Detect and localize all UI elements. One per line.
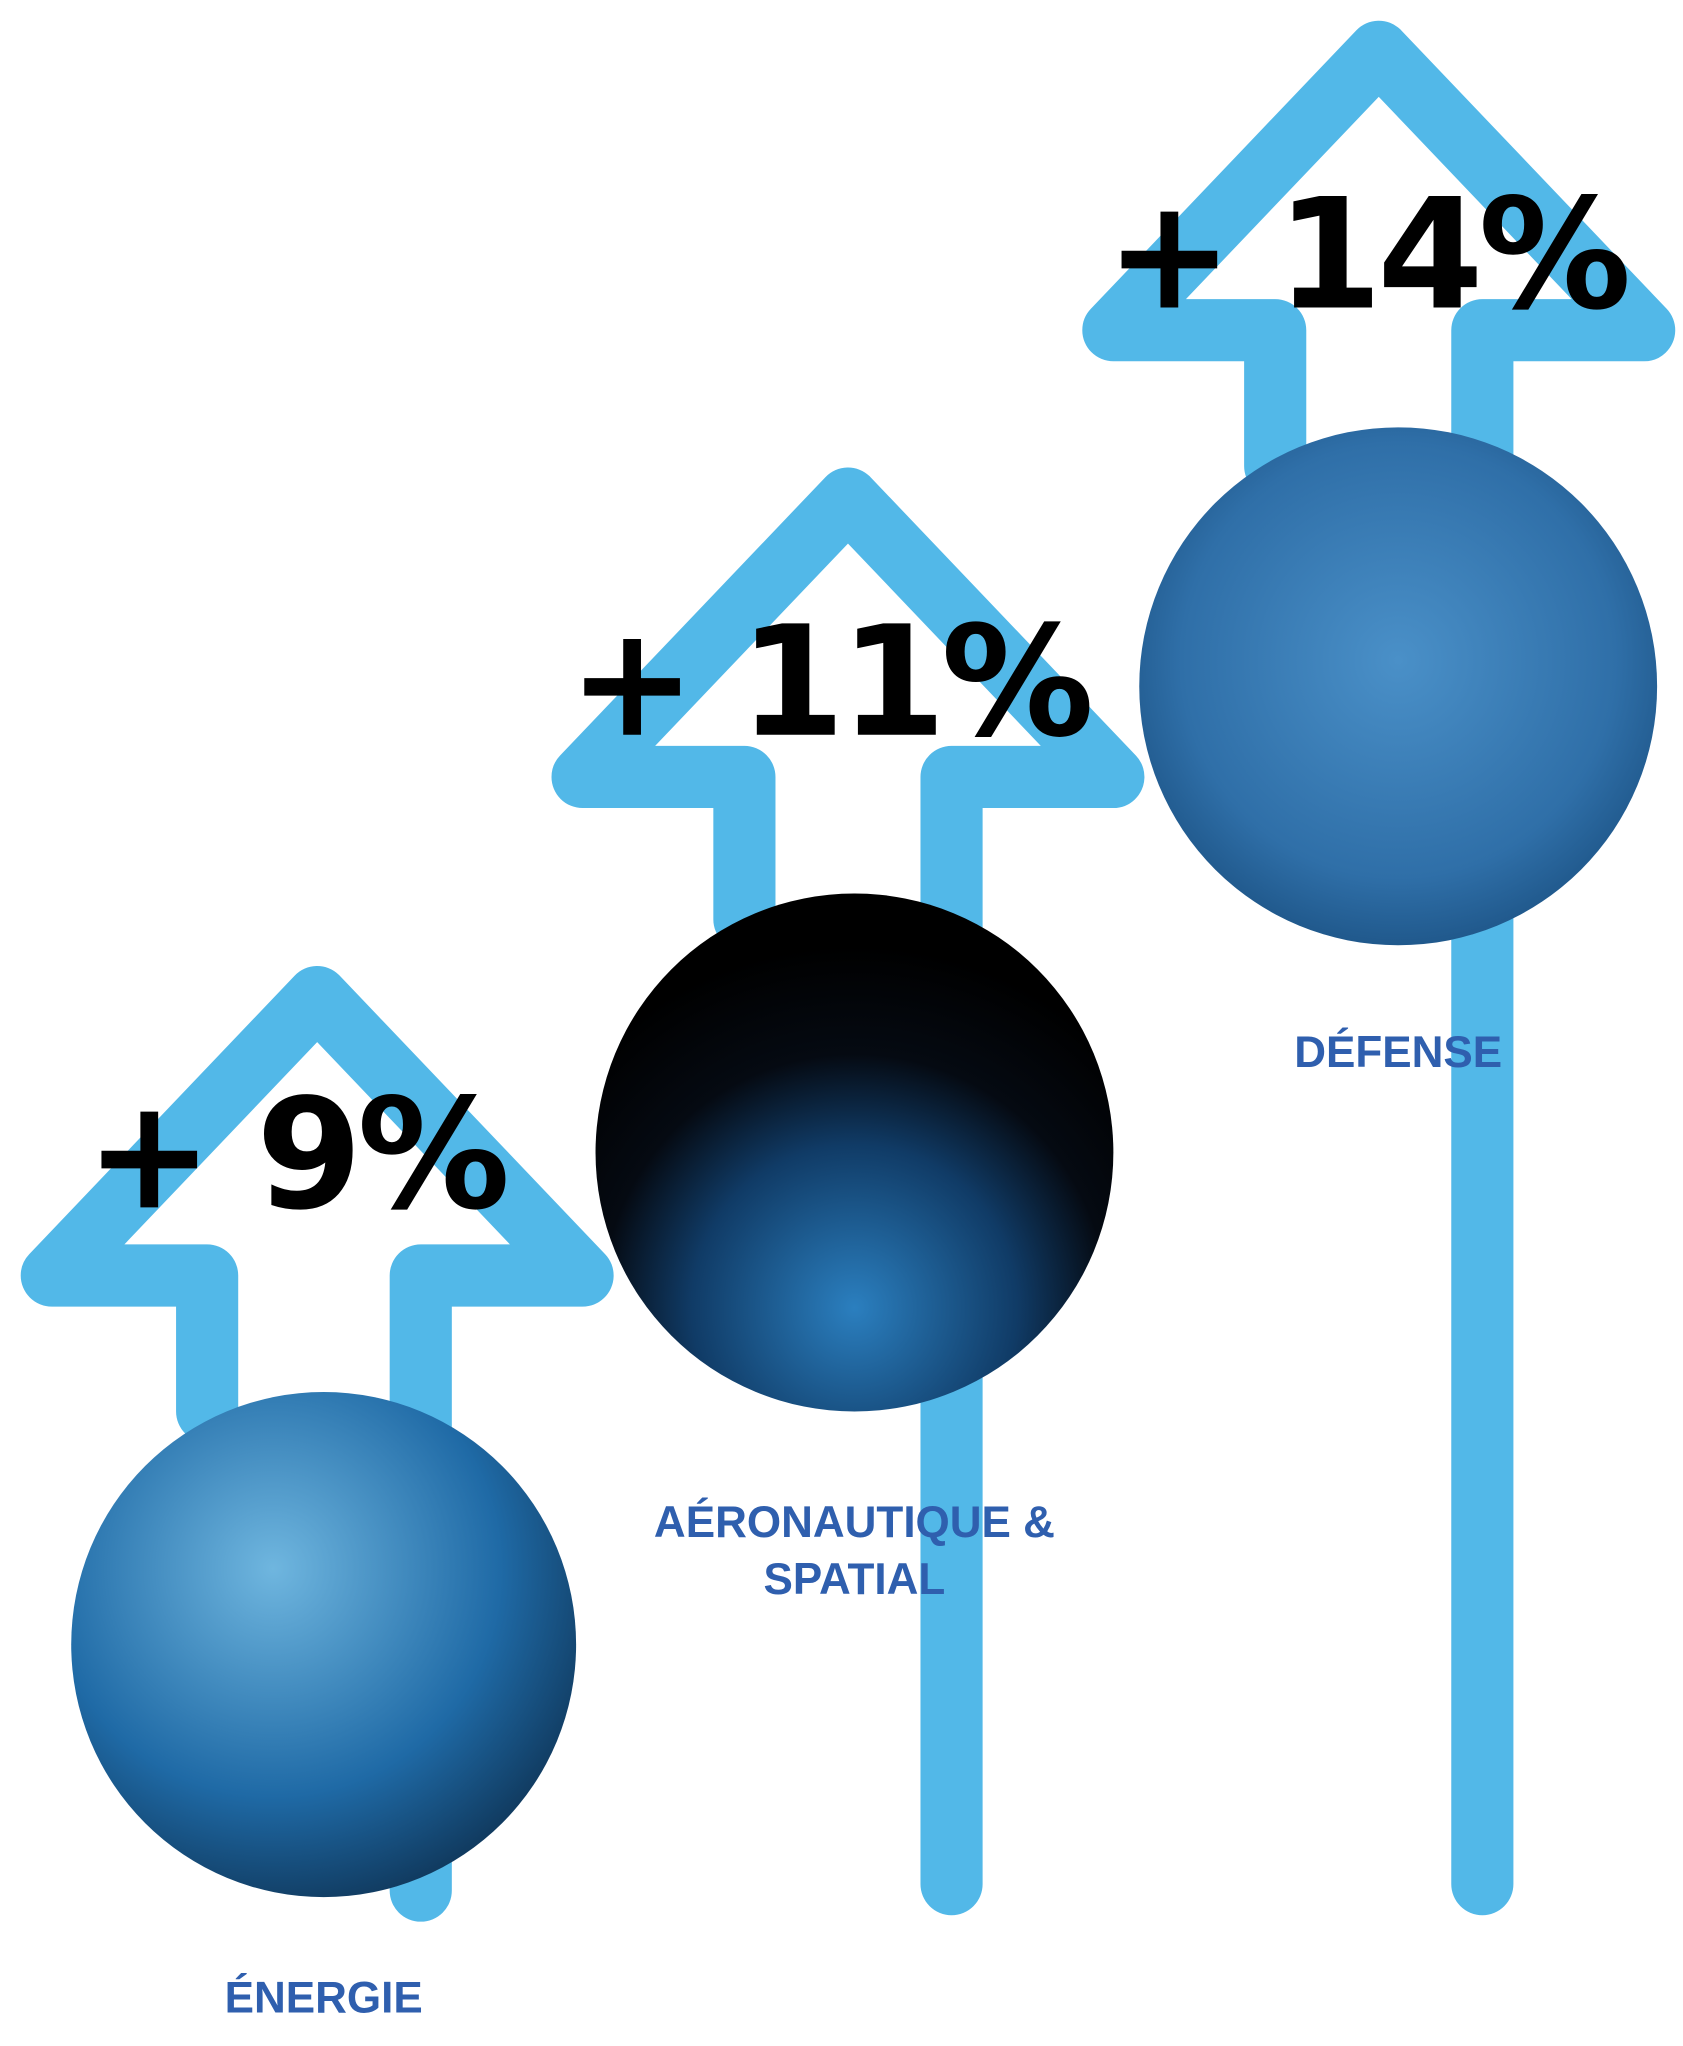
percent: + 9%	[85, 1066, 506, 1244]
sector-label: SPATIAL	[764, 1555, 946, 1604]
sector-label: DÉFENSE	[1294, 1027, 1502, 1077]
arrow	[551, 467, 1145, 1916]
arrow	[20, 966, 614, 1922]
sector-label: AÉRONAUTIQUE &	[654, 1497, 1055, 1547]
sector-image	[71, 1392, 577, 1898]
percent: + 14%	[1105, 166, 1627, 344]
arrow	[1082, 20, 1676, 1916]
sector-image	[1139, 427, 1658, 946]
sector-label: ÉNERGIE	[225, 1972, 423, 2022]
sector-image	[595, 893, 1114, 1412]
percent: + 11%	[568, 594, 1090, 772]
